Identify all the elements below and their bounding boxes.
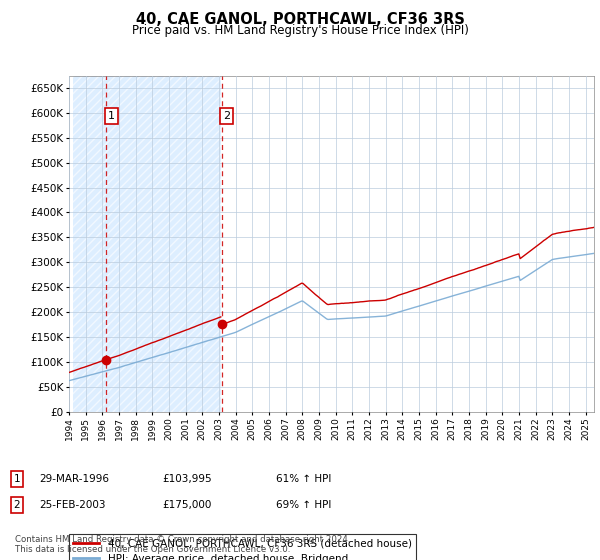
Text: £103,995: £103,995 (162, 474, 212, 484)
Text: 2: 2 (13, 500, 20, 510)
Text: Price paid vs. HM Land Registry's House Price Index (HPI): Price paid vs. HM Land Registry's House … (131, 24, 469, 36)
Text: £175,000: £175,000 (162, 500, 211, 510)
Bar (73, 76, 221, 412)
Text: 69% ↑ HPI: 69% ↑ HPI (276, 500, 331, 510)
Text: Contains HM Land Registry data © Crown copyright and database right 2024.
This d: Contains HM Land Registry data © Crown c… (15, 535, 350, 554)
Text: 2: 2 (223, 111, 230, 121)
Text: 25-FEB-2003: 25-FEB-2003 (39, 500, 106, 510)
Text: 40, CAE GANOL, PORTHCAWL, CF36 3RS: 40, CAE GANOL, PORTHCAWL, CF36 3RS (136, 12, 464, 27)
Bar (73, 76, 221, 412)
Legend: 40, CAE GANOL, PORTHCAWL, CF36 3RS (detached house), HPI: Average price, detache: 40, CAE GANOL, PORTHCAWL, CF36 3RS (deta… (69, 534, 416, 560)
Text: 1: 1 (13, 474, 20, 484)
Text: 61% ↑ HPI: 61% ↑ HPI (276, 474, 331, 484)
Text: 1: 1 (108, 111, 115, 121)
Text: 29-MAR-1996: 29-MAR-1996 (39, 474, 109, 484)
